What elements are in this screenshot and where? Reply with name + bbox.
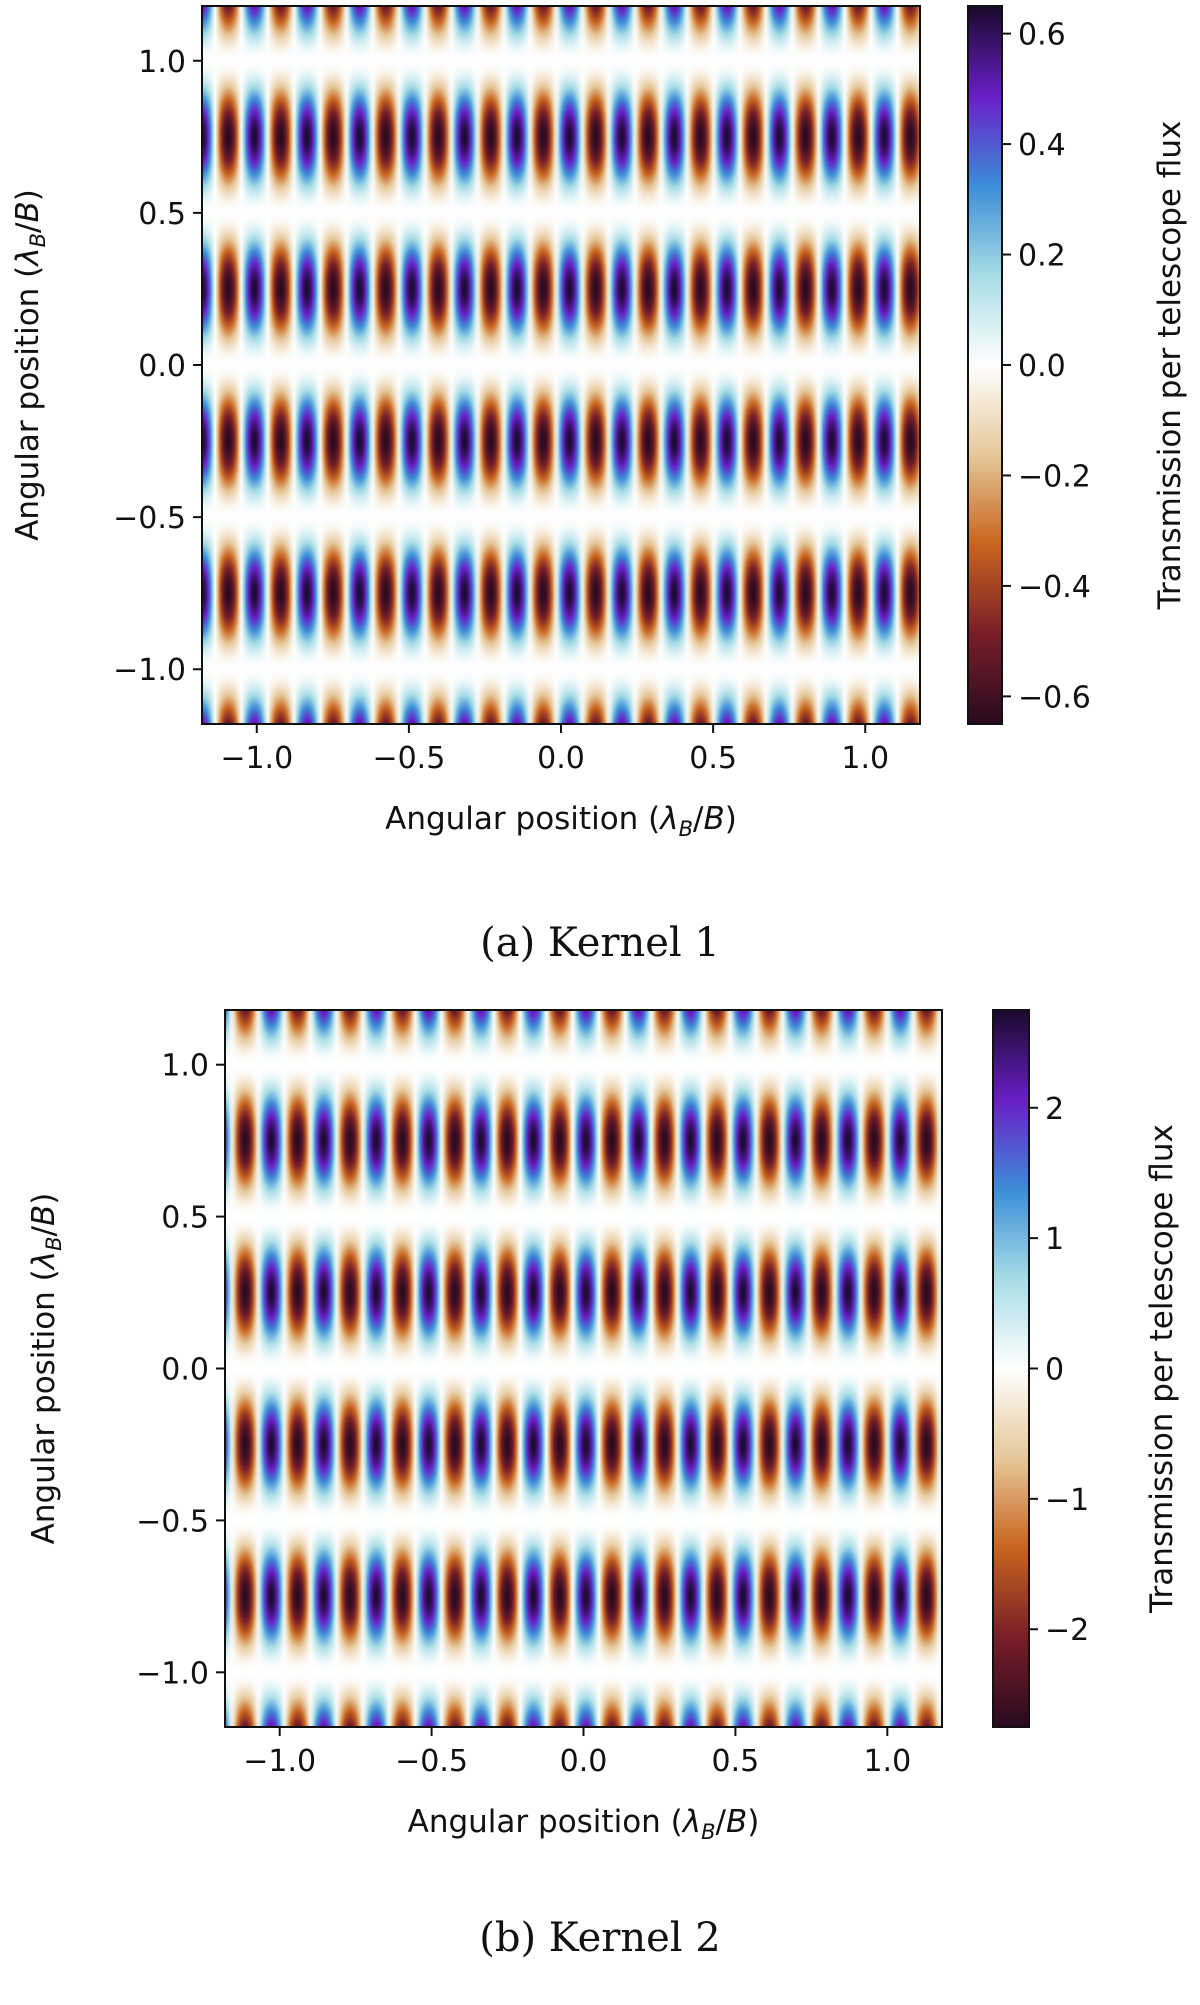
x-axis-label: Angular position (λB/B) [385,801,737,841]
colorbar-tick-label: 0.0 [1018,349,1066,384]
axes: −1.0 −0.5 0.0 0.5 1.0 −1.0 −0.5 0.0 0.5 1.0 [113,5,921,776]
colorbar-tick-label: 0.6 [1018,18,1066,53]
y-tick-label: 0.5 [138,197,186,232]
axes: −1.0 −0.5 0.0 0.5 1.0 −1.0 −0.5 0.0 0.5 1.0 [136,1009,943,1779]
x-tick-label: 0.5 [712,1744,760,1779]
x-tick-label: −1.0 [220,741,293,776]
colorbar: −2 −1 0 1 2 [992,1009,1089,1728]
colorbar-tick-label: 0.4 [1018,128,1066,163]
heatmap-image [225,1010,942,1727]
heatmap-kernel-1: −0.6 −0.4 −0.2 0.0 0.2 0.4 0.6 −1.0 −0.5 0.0 0.5 1… [10,5,1188,841]
figure-kernel-1: −0.6 −0.4 −0.2 0.0 0.2 0.4 0.6 −1.0 −0.5 0.0 0.5 1… [0,0,1200,1000]
colorbar-label: Transmission per telescope flux [1144,1124,1180,1614]
y-axis-label: Angular position (λB/B) [26,1193,66,1545]
colorbar-gradient [993,1010,1029,1727]
y-tick-label: −1.0 [113,653,186,688]
y-tick-label: 1.0 [138,45,186,80]
y-tick-label: 0.5 [161,1201,209,1236]
colorbar-tick-label: 0 [1045,1353,1064,1388]
colorbar-tick-label: 0.2 [1018,239,1066,274]
heatmap-kernel-2: −2 −1 0 1 2 −1.0 −0.5 0.0 0.5 1.0 −1.0 −0.5 0.0 0.5 1… [26,1009,1180,1844]
y-tick-label: 0.0 [138,349,186,384]
colorbar: −0.6 −0.4 −0.2 0.0 0.2 0.4 0.6 [967,5,1091,725]
x-tick-label: −1.0 [243,1744,316,1779]
colorbar-label: Transmission per telescope flux [1152,121,1188,611]
x-tick-label: 0.0 [537,741,585,776]
figure-kernel-2: −2 −1 0 1 2 −1.0 −0.5 0.0 0.5 1.0 −1.0 −0.5 0.0 0.5 1… [0,1000,1200,2005]
x-tick-label: 0.0 [560,1744,608,1779]
colorbar-tick-label: −0.6 [1018,680,1091,715]
y-tick-label: −0.5 [136,1504,209,1539]
caption-kernel-2: (b) Kernel 2 [479,1915,721,1961]
colorbar-tick-label: −0.2 [1018,459,1091,494]
y-tick-label: −0.5 [113,501,186,536]
y-tick-label: −1.0 [136,1656,209,1691]
heatmap-raster [202,6,920,724]
y-tick-label: 1.0 [161,1049,209,1084]
heatmap-raster [225,1010,942,1727]
x-tick-label: 1.0 [863,1744,911,1779]
caption-kernel-1: (a) Kernel 1 [480,920,720,966]
colorbar-tick-label: 2 [1045,1092,1064,1127]
y-tick-label: 0.0 [161,1353,209,1388]
colorbar-tick-label: 1 [1045,1222,1064,1257]
colorbar-gradient [968,6,1002,724]
x-axis-label: Angular position (λB/B) [408,1804,760,1844]
colorbar-tick-label: −1 [1045,1483,1089,1518]
colorbar-tick-label: −2 [1045,1613,1089,1648]
x-tick-label: 1.0 [841,741,889,776]
y-axis-label: Angular position (λB/B) [10,189,50,541]
x-tick-label: −0.5 [372,741,445,776]
x-tick-label: −0.5 [395,1744,468,1779]
heatmap-image [202,6,920,724]
x-tick-label: 0.5 [689,741,737,776]
colorbar-tick-label: −0.4 [1018,570,1091,605]
